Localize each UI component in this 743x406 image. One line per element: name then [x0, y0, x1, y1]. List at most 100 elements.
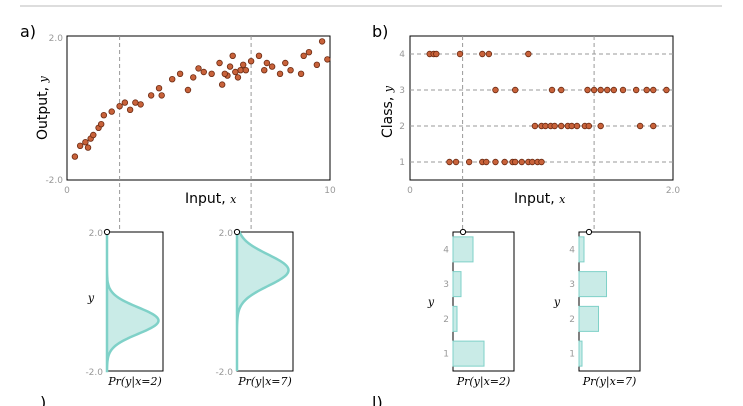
panel-label-a: a): [20, 22, 36, 41]
class-point: [584, 86, 591, 94]
d2-xlabel: Pr(y|x=7): [582, 375, 637, 389]
data-point: [158, 92, 165, 99]
class-point: [619, 86, 627, 94]
d1-ytick-3: 3: [443, 280, 449, 290]
class-point: [632, 86, 640, 94]
data-point: [216, 59, 223, 67]
class-point: [529, 158, 536, 166]
panel-label-c: ): [40, 393, 46, 406]
hist-bar: [578, 305, 600, 332]
panel-label-d: l): [372, 393, 383, 406]
class-point: [485, 50, 493, 58]
class-point: [492, 86, 499, 94]
plot-b-frame: [409, 35, 674, 181]
hist-bar: [578, 236, 585, 263]
class-point: [558, 86, 565, 94]
data-point: [176, 70, 184, 77]
data-point: [226, 63, 234, 70]
d1-ylabel: y: [427, 296, 435, 309]
data-point: [184, 86, 192, 94]
class-point: [643, 86, 650, 94]
plot-b-xtick-right: 2.0: [666, 186, 681, 196]
data-point: [195, 65, 202, 72]
data-point: [97, 120, 105, 128]
plot-b-marker-lines: [462, 36, 595, 232]
class-point: [465, 158, 473, 166]
c1-xlabel: Pr(y|x=2): [107, 375, 162, 389]
plot-c2-density: 2.0 -2.0 Pr(y|x=7): [215, 228, 294, 389]
c2-origin-dot: [233, 228, 241, 236]
data-point: [300, 52, 307, 59]
plot-a-xtick-left: 0: [64, 186, 70, 196]
d2-marker-dot: [585, 228, 593, 236]
data-point: [121, 99, 129, 106]
plot-b-ytick-1: 1: [399, 158, 405, 168]
data-point: [155, 84, 163, 92]
data-point: [313, 61, 321, 69]
data-point: [100, 111, 108, 119]
plot-a-xtick-right: 10: [324, 186, 336, 196]
d1-ytick-4: 4: [443, 245, 449, 255]
class-point: [492, 158, 499, 166]
plot-b-grid: [410, 53, 673, 163]
plot-d2-histogram: 1 2 3 4 y Pr(y|x=7): [553, 228, 641, 389]
data-point: [247, 58, 255, 65]
data-point: [126, 106, 134, 113]
c1-ylabel: y: [87, 292, 95, 305]
class-point: [597, 86, 604, 94]
plot-a-xlabel: Input, x: [185, 191, 237, 207]
data-point: [287, 66, 294, 74]
d1-frame: [452, 231, 515, 372]
hist-bar: [452, 236, 474, 263]
plot-a-ylabel: Output, y: [35, 75, 51, 140]
c2-ytick-bottom: -2.0: [215, 368, 233, 378]
plot-b-ytick-4: 4: [399, 50, 405, 60]
data-point: [297, 70, 305, 77]
class-point: [542, 122, 549, 130]
plot-b-ylabel: Class, y: [380, 85, 396, 138]
d2-ytick-1: 1: [569, 350, 575, 360]
class-point: [531, 122, 539, 130]
plot-a-frame: [66, 35, 331, 181]
data-point: [168, 75, 176, 83]
class-point: [585, 122, 593, 130]
plot-a-points: [71, 38, 331, 160]
data-point: [282, 59, 289, 67]
class-point: [501, 158, 508, 166]
data-point: [242, 66, 250, 74]
plot-b-points: [426, 50, 670, 166]
class-point: [590, 86, 598, 94]
data-point: [237, 66, 244, 74]
data-point: [324, 56, 331, 63]
data-point: [232, 68, 239, 76]
class-point: [538, 158, 545, 166]
data-point: [137, 101, 144, 108]
plot-c1-density: 2.0 -2.0 y Pr(y|x=2): [85, 228, 164, 389]
class-point: [483, 158, 490, 166]
hist-bar: [452, 271, 462, 298]
data-point: [108, 108, 115, 115]
class-point: [446, 158, 453, 166]
plot-a-marker-lines: [119, 36, 252, 232]
data-point: [147, 92, 155, 99]
class-point: [548, 86, 556, 94]
class-point: [456, 50, 464, 58]
d2-ytick-3: 3: [569, 280, 575, 290]
class-point: [610, 86, 618, 94]
class-point: [452, 158, 460, 166]
data-point: [208, 70, 215, 77]
c1-origin-dot: [103, 228, 111, 236]
plot-b-ytick-3: 3: [399, 86, 405, 96]
d1-marker-dot: [459, 228, 467, 236]
class-point: [512, 158, 519, 166]
data-point: [229, 52, 236, 59]
hist-bar: [578, 340, 583, 367]
data-point: [268, 63, 276, 70]
d1-ytick-1: 1: [443, 350, 449, 360]
class-point: [479, 50, 486, 58]
data-point: [132, 99, 139, 106]
data-point: [318, 38, 326, 45]
data-point: [71, 153, 79, 160]
c1-ytick-top: 2.0: [89, 229, 104, 239]
